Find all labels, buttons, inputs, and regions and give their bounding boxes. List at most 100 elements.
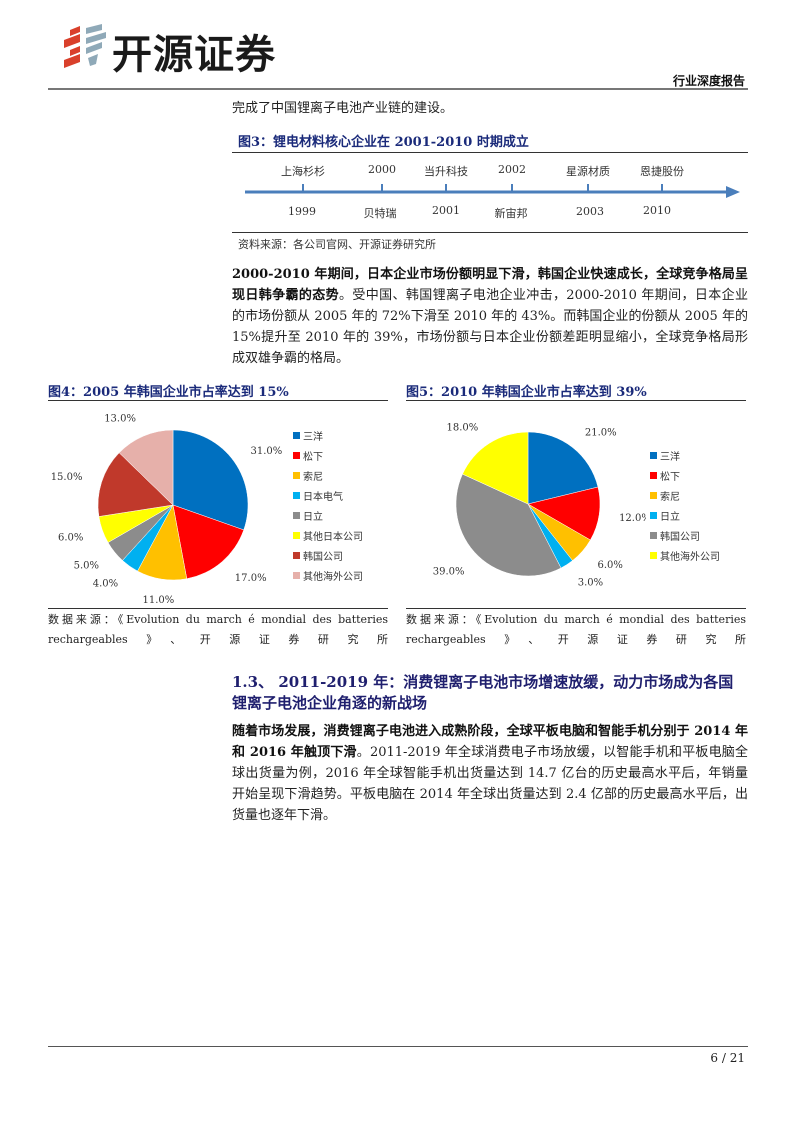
legend-item: 索尼 (650, 485, 720, 505)
timeline-axis (245, 184, 740, 198)
legend-swatch (293, 431, 300, 439)
legend-label: 其他日本公司 (303, 531, 363, 543)
page-number: 6 / 21 (710, 1051, 745, 1065)
paragraph-2-text: 。2011-2019 年全球消费电子市场放缓，以智能手机和平板电脑全球出货量为例… (232, 745, 748, 823)
timeline-label: 恩捷股份 (640, 165, 684, 178)
pie-data-label: 5.0% (74, 561, 99, 572)
legend-label: 三洋 (660, 451, 680, 463)
pie-chart-2010: 21.0% 12.0% 6.0% 3.0% 39.0% 18.0% (433, 423, 646, 589)
timeline-label: 2000 (368, 163, 396, 176)
footer-divider (48, 1046, 748, 1047)
legend-label: 索尼 (303, 471, 323, 483)
legend-swatch (650, 551, 657, 559)
pie-data-label: 31.0% (251, 446, 283, 457)
figure5-source: 数据来源：《Evolution du march é mondial des b… (406, 613, 746, 646)
legend-label: 日本电气 (303, 491, 343, 503)
pie-slice (455, 473, 562, 577)
pie-data-label: 18.0% (446, 423, 478, 434)
figure4-title: 图4：2005 年韩国企业市占率达到 15% (48, 385, 289, 400)
legend-item: 日立 (293, 505, 363, 525)
pie-slice (462, 431, 529, 505)
legend-label: 三洋 (303, 431, 323, 443)
pie-data-label: 17.0% (235, 573, 267, 584)
timeline-label: 2010 (643, 204, 671, 217)
legend-swatch (650, 511, 657, 519)
report-type: 行业深度报告 (672, 74, 745, 88)
legend-item: 其他海外公司 (293, 565, 363, 585)
legend-item: 韩国公司 (293, 545, 363, 565)
legend-label: 韩国公司 (303, 551, 343, 563)
legend-swatch (650, 531, 657, 539)
brand-name: 开源证券 (112, 32, 276, 78)
figure3-title: 图3：锂电材料核心企业在 2001-2010 时期成立 (238, 135, 529, 150)
legend-swatch (293, 491, 300, 499)
legend-swatch (293, 451, 300, 459)
paragraph-1-text: 。受中国、韩国锂离子电池企业冲击，2000-2010 年期间，日本企业的市场份额… (232, 288, 748, 366)
legend-label: 其他海外公司 (303, 571, 363, 583)
pie-data-label: 3.0% (578, 577, 603, 588)
header-divider (48, 88, 748, 90)
timeline-label: 1999 (288, 205, 316, 218)
legend-swatch (293, 551, 300, 559)
timeline-label: 星源材质 (566, 165, 610, 178)
legend-swatch (293, 571, 300, 579)
legend-swatch (650, 471, 657, 479)
brand-logo-icon (64, 24, 106, 68)
timeline-label: 贝特瑞 (363, 207, 397, 220)
legend-item: 三洋 (650, 445, 720, 465)
legend-label: 其他海外公司 (660, 551, 720, 563)
figure5-rule (406, 400, 746, 401)
legend-swatch (650, 451, 657, 459)
pie-data-label: 6.0% (58, 533, 83, 544)
legend-swatch (293, 531, 300, 539)
legend-label: 松下 (303, 451, 323, 463)
pie-data-label: 15.0% (51, 472, 83, 483)
pie-slice (172, 504, 245, 580)
legend-item: 其他海外公司 (650, 545, 720, 565)
pie-data-label: 6.0% (598, 560, 623, 571)
figure4-rule (48, 400, 388, 401)
legend-item: 松下 (293, 445, 363, 465)
pie-data-label: 39.0% (433, 567, 465, 578)
figure4-bottom-rule (48, 608, 388, 609)
timeline-label: 2001 (432, 204, 460, 217)
figure3-source: 资料来源：各公司官网、开源证券研究所 (238, 238, 436, 251)
figure5-title: 图5：2010 年韩国企业市占率达到 39% (406, 385, 647, 400)
pie-data-label: 12.0% (619, 513, 646, 524)
pie-data-label: 13.0% (104, 414, 136, 425)
legend-label: 韩国公司 (660, 531, 700, 543)
timeline-label: 2003 (576, 205, 604, 218)
intro-line: 完成了中国锂离子电池产业链的建设。 (232, 101, 454, 116)
pie-slice (97, 452, 174, 517)
legend-label: 日立 (660, 511, 680, 523)
pie-slice (118, 429, 174, 506)
legend-item: 索尼 (293, 465, 363, 485)
pie-legend-2010: 三洋松下索尼日立韩国公司其他海外公司 (650, 445, 720, 565)
legend-item: 其他日本公司 (293, 525, 363, 545)
pie-slice (172, 429, 249, 531)
timeline-label: 2002 (498, 163, 526, 176)
figure3-rule (232, 152, 748, 153)
timeline-label: 上海杉杉 (281, 165, 325, 178)
pie-data-label: 11.0% (143, 595, 175, 605)
paragraph-2-bold: 随着市场发展，消费锂离子电池进入成熟阶段，全球平板电脑和智能手机分别于 2014… (232, 724, 748, 760)
figure3-bottom-rule (232, 232, 748, 233)
pie-slice (527, 431, 599, 505)
timeline-label: 新宙邦 (494, 207, 528, 220)
legend-label: 日立 (303, 511, 323, 523)
timeline-label: 当升科技 (424, 165, 468, 178)
legend-label: 索尼 (660, 491, 680, 503)
section-heading: 1.3、 2011-2019 年：消费锂离子电池市场增速放缓，动力市场成为各国锂… (232, 673, 734, 712)
paragraph-1: 2000-2010 年期间，日本企业市场份额明显下滑，韩国企业快速成长，全球竞争… (232, 264, 748, 369)
legend-item: 日立 (650, 505, 720, 525)
paragraph-1-bold: 2000-2010 年期间，日本企业市场份额明显下滑，韩国企业快速成长，全球竞争… (232, 267, 748, 303)
legend-item: 三洋 (293, 425, 363, 445)
pie-legend-2005: 三洋松下索尼日本电气日立其他日本公司 韩国公司其他海外公司 (293, 425, 363, 585)
legend-label: 松下 (660, 471, 680, 483)
legend-item: 日本电气 (293, 485, 363, 505)
legend-swatch (293, 471, 300, 479)
pie-data-label: 21.0% (585, 428, 617, 439)
legend-item: 韩国公司 (650, 525, 720, 545)
legend-swatch (293, 511, 300, 519)
